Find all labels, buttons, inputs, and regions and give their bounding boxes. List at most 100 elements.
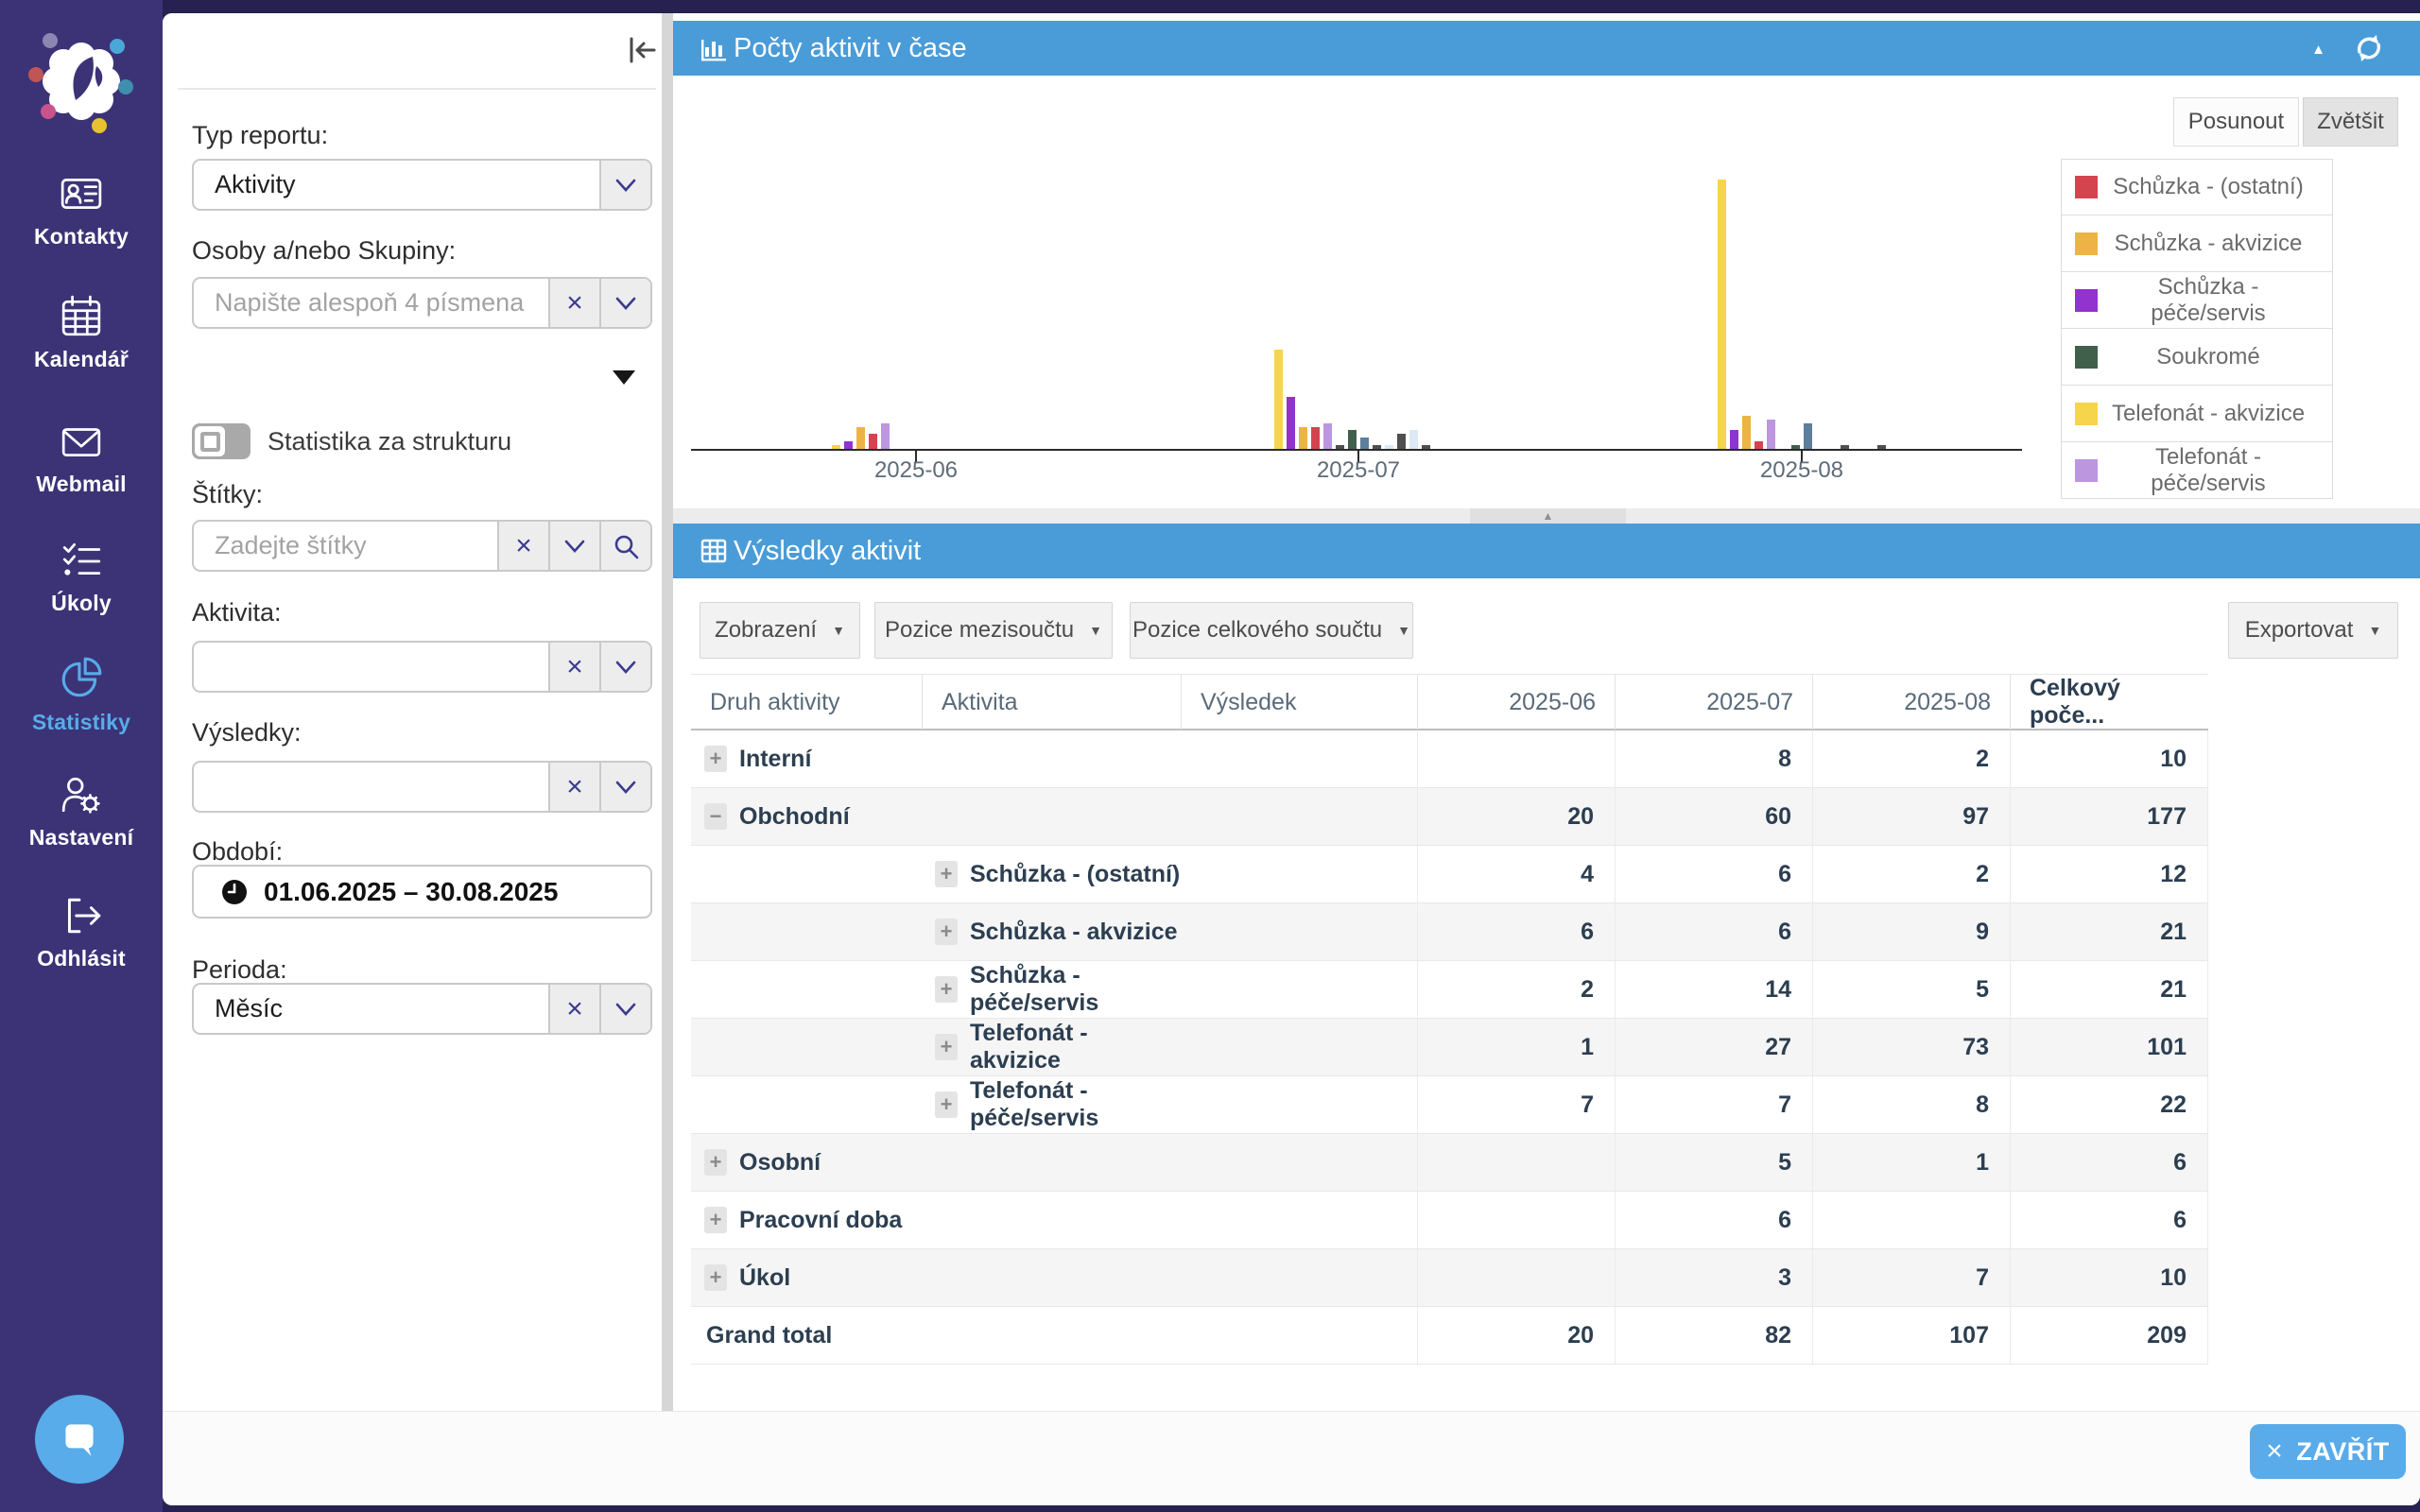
chevron-down-icon[interactable] [599, 643, 650, 691]
chart-panel-title: Počty aktivit v čase [734, 33, 967, 64]
expand-more-icon[interactable] [613, 370, 635, 385]
legend-item[interactable]: Soukromé [2061, 329, 2333, 386]
chart-legend: Schůzka - (ostatní)Schůzka - akviziceSch… [2061, 159, 2333, 499]
legend-item[interactable]: Schůzka - akvizice [2061, 215, 2333, 272]
legend-item[interactable]: Telefonát - akvizice [2061, 386, 2333, 442]
table-row[interactable]: +Telefonát - akvizice 1 27 73 101 [691, 1019, 2208, 1076]
close-button[interactable]: × ZAVŘÍT [2250, 1424, 2406, 1479]
cell-2025-07: 6 [1615, 903, 1812, 960]
legend-label: Schůzka - péče/servis [2098, 274, 2319, 327]
table-row[interactable]: +Schůzka - péče/servis 2 14 5 21 [691, 961, 2208, 1019]
table-row[interactable]: +Telefonát - péče/servis 7 7 8 22 [691, 1076, 2208, 1134]
perioda-value: Měsíc [194, 985, 548, 1033]
osoby-input[interactable] [194, 279, 548, 327]
cell-2025-07: 60 [1615, 788, 1812, 845]
col-header[interactable]: 2025-08 [1812, 675, 2010, 730]
sidebar-item-nastaveni[interactable]: Nastavení [0, 773, 163, 850]
table-row[interactable]: −Obchodní 20 60 97 177 [691, 788, 2208, 846]
chevron-down-icon[interactable] [599, 161, 650, 209]
cell-2025-08: 2 [1812, 730, 2010, 787]
clear-icon[interactable]: × [548, 985, 599, 1033]
chevron-down-icon[interactable] [599, 279, 650, 327]
clear-icon[interactable]: × [548, 643, 599, 691]
pozice-celkoveho-souctu-button[interactable]: Pozice celkového součtu▼ [1130, 602, 1413, 659]
col-header[interactable]: Celkový poče... [2010, 675, 2208, 730]
clear-icon[interactable]: × [548, 763, 599, 811]
search-icon[interactable] [599, 522, 650, 570]
obdobi-range-button[interactable]: 01.06.2025 – 30.08.2025 [192, 865, 652, 919]
stitky-input[interactable] [194, 522, 497, 570]
expand-toggle[interactable]: + [704, 1264, 727, 1291]
perioda-select[interactable]: Měsíc × [192, 983, 652, 1035]
bar-Schůzka - akvizice [1299, 427, 1307, 449]
col-header[interactable]: 2025-07 [1615, 675, 1812, 730]
row-name: Schůzka - (ostatní) [970, 861, 1180, 888]
sidebar-item-statistiky[interactable]: Statistiky [0, 656, 163, 735]
sidebar-item-label: Webmail [36, 472, 127, 497]
aktivita-input[interactable] [194, 643, 548, 691]
legend-item[interactable]: Schůzka - (ostatní) [2061, 159, 2333, 215]
col-header[interactable]: 2025-06 [1417, 675, 1615, 730]
sidebar-item-odhlasit[interactable]: Odhlásit [0, 894, 163, 971]
expand-toggle[interactable]: + [704, 1149, 727, 1176]
horizontal-splitter[interactable]: ▲ [673, 508, 2420, 524]
expand-toggle[interactable]: + [935, 1091, 958, 1118]
legend-swatch [2075, 232, 2098, 255]
table-row[interactable]: +Schůzka - akvizice 6 6 9 21 [691, 903, 2208, 961]
zobrazeni-button[interactable]: Zobrazení▼ [700, 602, 860, 659]
table-row[interactable]: +Pracovní doba 6 6 [691, 1192, 2208, 1249]
expand-toggle[interactable]: + [935, 861, 958, 887]
expand-toggle[interactable]: + [935, 919, 958, 945]
close-icon: × [2266, 1437, 2283, 1466]
chevron-down-icon[interactable] [599, 985, 650, 1033]
collapse-panel-button[interactable] [624, 32, 660, 68]
legend-item[interactable]: Telefonát - péče/servis [2061, 442, 2333, 499]
sidebar-item-ukoly[interactable]: Úkoly [0, 539, 163, 616]
row-name: Telefonát - péče/servis [970, 1077, 1181, 1132]
panel-resize-handle[interactable] [662, 13, 673, 1411]
cell-total: 177 [2010, 788, 2208, 845]
cell-2025-08: 107 [1812, 1307, 2010, 1364]
cell-2025-07: 27 [1615, 1019, 1812, 1075]
chevron-down-icon[interactable] [599, 763, 650, 811]
collapse-left-icon [624, 32, 660, 68]
expand-toggle[interactable]: + [935, 976, 958, 1003]
expand-toggle[interactable]: + [704, 1207, 727, 1233]
chevron-down-icon[interactable] [548, 522, 599, 570]
sidebar-item-kalendar[interactable]: Kalendář [0, 295, 163, 372]
obdobi-label: Období: [192, 837, 283, 867]
statistika-toggle[interactable] [192, 423, 251, 459]
table-row[interactable]: +Úkol 3 7 10 [691, 1249, 2208, 1307]
expand-toggle[interactable]: + [935, 1034, 958, 1060]
osoby-label: Osoby a/nebo Skupiny: [192, 236, 456, 266]
collapse-up-icon[interactable]: ▲ [2311, 42, 2325, 58]
sidebar-item-webmail[interactable]: Webmail [0, 420, 163, 497]
exportovat-button[interactable]: Exportovat▼ [2228, 602, 2398, 659]
chat-button[interactable] [35, 1395, 124, 1484]
row-name: Telefonát - akvizice [970, 1020, 1181, 1074]
cell-2025-06: 1 [1417, 1019, 1615, 1075]
table-row[interactable]: +Osobní 5 1 6 [691, 1134, 2208, 1192]
legend-label: Telefonát - akvizice [2098, 401, 2319, 427]
logo-flower-icon [25, 25, 138, 138]
sidebar-item-kontakty[interactable]: Kontakty [0, 172, 163, 249]
legend-label: Soukromé [2098, 344, 2319, 370]
clear-icon[interactable]: × [497, 522, 548, 570]
collapse-toggle[interactable]: − [704, 803, 727, 830]
vysledky-input[interactable] [194, 763, 548, 811]
col-header[interactable]: Aktivita [922, 675, 1181, 730]
legend-item[interactable]: Schůzka - péče/servis [2061, 272, 2333, 329]
table-row[interactable]: +Schůzka - (ostatní) 4 6 2 12 [691, 846, 2208, 903]
col-header[interactable]: Výsledek [1181, 675, 1417, 730]
splitter-collapse-handle[interactable]: ▲ [1470, 508, 1626, 524]
bar-Telefonát - péče/servis [881, 423, 890, 449]
app-logo[interactable] [25, 25, 138, 138]
pozice-mezisouctu-button[interactable]: Pozice mezisoučtu▼ [874, 602, 1113, 659]
clear-icon[interactable]: × [548, 279, 599, 327]
legend-swatch [2075, 403, 2098, 425]
col-header[interactable]: Druh aktivity [691, 675, 922, 730]
table-row[interactable]: +Interní 8 2 10 [691, 730, 2208, 788]
expand-toggle[interactable]: + [704, 746, 727, 772]
refresh-icon[interactable] [2352, 32, 2386, 64]
typ-reportu-select[interactable]: Aktivity [192, 159, 652, 211]
